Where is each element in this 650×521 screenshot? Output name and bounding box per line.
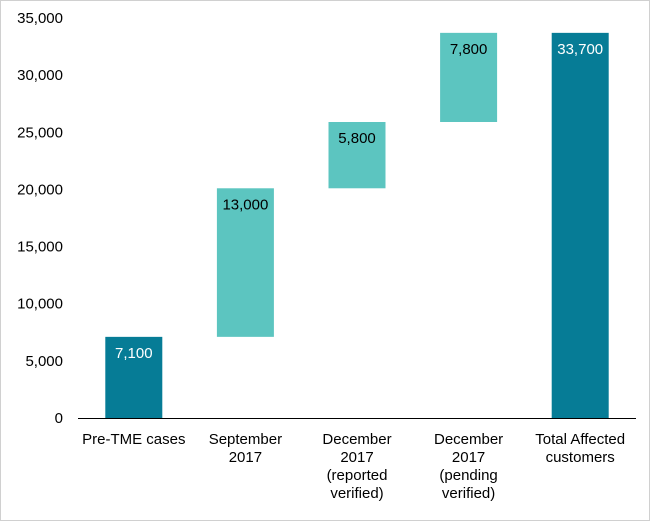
x-category-label: December 2017 (pending verified) <box>434 431 503 502</box>
bar-data-label: 7,800 <box>450 41 488 58</box>
bar-3 <box>328 122 386 189</box>
x-category-label-line: September <box>209 431 282 448</box>
y-tick-label: 20,000 <box>17 181 63 198</box>
x-category-label: Pre-TME cases <box>82 431 185 448</box>
x-category-label-line: 2017 <box>340 449 373 466</box>
x-category-label: December 2017 (reported verified) <box>322 431 391 502</box>
x-category-label-line: (reported <box>327 467 388 484</box>
x-category-label-line: December <box>322 431 391 448</box>
y-tick-label: 15,000 <box>17 239 63 256</box>
x-category-label-line: verified) <box>442 485 495 502</box>
x-category-label: Total Affected customers <box>535 431 625 466</box>
x-category-label-line: customers <box>546 449 615 466</box>
y-tick-label: 5,000 <box>25 353 63 370</box>
y-tick-label: 0 <box>55 410 63 427</box>
y-tick-label: 30,000 <box>17 67 63 84</box>
x-category-label-line: December <box>434 431 503 448</box>
x-category-label: September 2017 <box>209 431 282 466</box>
bar-5 <box>551 32 609 418</box>
bar-data-label: 5,800 <box>338 130 376 147</box>
y-axis-ticks: 0 5,000 10,000 15,000 20,000 25,000 30,000 35,0… <box>17 10 63 427</box>
x-category-label-line: 2017 <box>452 449 485 466</box>
bar-1 <box>105 336 163 418</box>
y-tick-label: 35,000 <box>17 10 63 27</box>
y-tick-label: 10,000 <box>17 296 63 313</box>
x-category-label-line: 2017 <box>229 449 262 466</box>
bar-data-label: 7,100 <box>115 345 153 362</box>
bars <box>105 32 609 418</box>
x-category-label-line: Total Affected <box>535 431 625 448</box>
bar-4 <box>440 32 498 122</box>
x-category-label-line: (pending <box>439 467 497 484</box>
bar-data-labels: 7,100 13,000 5,800 7,800 33,700 <box>115 41 603 362</box>
bar-data-label: 13,000 <box>222 196 268 213</box>
bar-data-label: 33,700 <box>557 41 603 58</box>
bar-2 <box>216 188 274 337</box>
x-category-label-line: Pre-TME cases <box>82 431 185 448</box>
x-category-label-line: verified) <box>330 485 383 502</box>
y-tick-label: 25,000 <box>17 124 63 141</box>
